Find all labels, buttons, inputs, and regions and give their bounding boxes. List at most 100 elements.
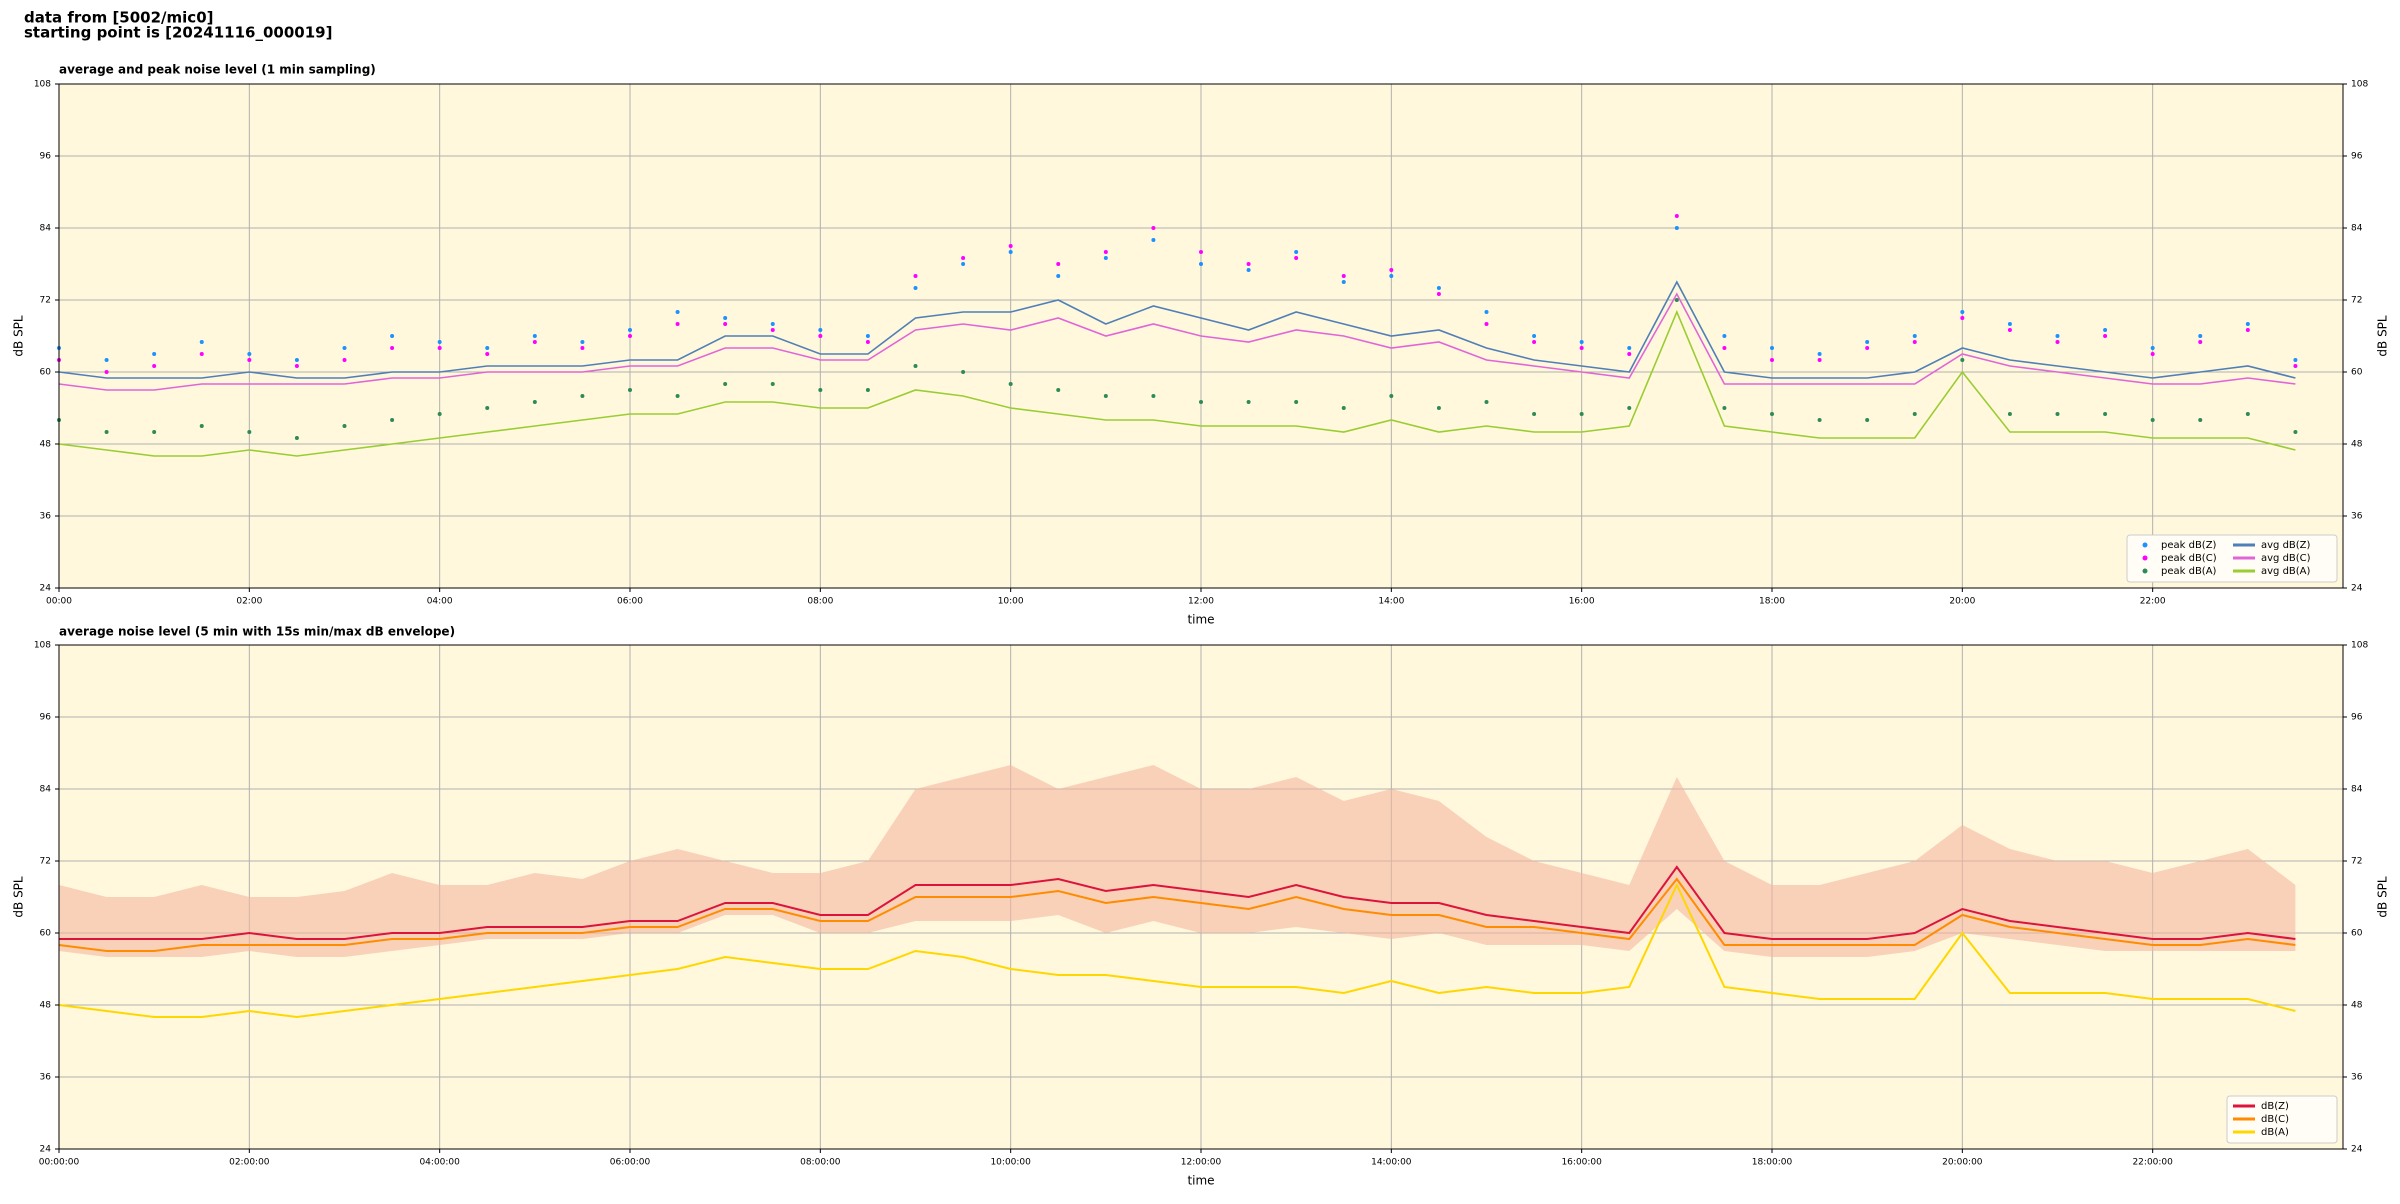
peak-point <box>2007 328 2012 332</box>
peak-point <box>1865 346 1870 350</box>
y-tick-label: 60 <box>2351 929 2363 939</box>
peak-point <box>485 406 490 410</box>
peak-point <box>1199 400 1203 404</box>
peak-point <box>961 262 966 266</box>
x-tick-label: 22:00 <box>2140 597 2166 607</box>
peak-point <box>1912 412 1917 416</box>
peak-point <box>104 370 109 374</box>
peak-point <box>152 364 157 368</box>
peak-point <box>1389 394 1394 398</box>
peak-point <box>723 322 728 326</box>
y-axis-label: dB SPL <box>2376 315 2390 357</box>
peak-point <box>865 334 870 338</box>
series-line <box>58 292 2296 391</box>
peak-point <box>1817 418 1822 422</box>
y-tick-label: 48 <box>40 1001 52 1011</box>
peak-point <box>342 424 347 428</box>
series-line <box>58 309 2296 457</box>
peak-point <box>390 418 395 422</box>
peak-point <box>628 328 632 332</box>
y-tick-label: 36 <box>2351 1073 2363 1083</box>
y-tick-label: 84 <box>2351 224 2363 234</box>
y-tick-label: 72 <box>40 857 51 867</box>
peak-point <box>913 286 918 290</box>
x-axis-label: time <box>1187 1174 1214 1188</box>
peak-point <box>2150 418 2155 422</box>
peak-point <box>818 334 823 338</box>
peak-point <box>1436 406 1441 410</box>
x-tick-label: 02:00:00 <box>229 1158 270 1168</box>
peak-point <box>152 430 157 434</box>
peak-point <box>1151 226 1156 230</box>
x-tick-label: 14:00 <box>1378 597 1404 607</box>
peak-point <box>1246 262 1251 266</box>
legend-label: dB(C) <box>2261 1114 2289 1125</box>
peak-point <box>628 334 632 338</box>
x-tick-label: 16:00 <box>1569 597 1595 607</box>
y-tick-label: 60 <box>40 929 52 939</box>
peak-point <box>247 352 252 356</box>
peak-point <box>104 358 109 362</box>
peak-point <box>294 436 299 440</box>
legend-label: peak dB(A) <box>2161 566 2217 577</box>
y-tick-label: 72 <box>2351 296 2362 306</box>
peak-point <box>342 358 347 362</box>
y-tick-label: 84 <box>40 224 52 234</box>
legend-marker <box>2142 555 2148 561</box>
peak-point <box>152 352 157 356</box>
peak-point <box>770 322 775 326</box>
peak-point <box>1770 358 1774 362</box>
peak-point <box>1627 406 1632 410</box>
peak-point <box>1912 334 1917 338</box>
peak-point <box>1294 400 1299 404</box>
y-tick-label: 24 <box>40 584 52 594</box>
peak-point <box>1341 280 1346 284</box>
peak-point <box>1532 412 1537 416</box>
peak-point <box>1246 400 1251 404</box>
peak-point <box>675 322 680 326</box>
peak-point <box>2245 322 2250 326</box>
y-tick-label: 72 <box>2351 857 2362 867</box>
peak-point <box>2055 334 2060 338</box>
peak-point <box>2150 352 2155 356</box>
peak-point <box>961 370 966 374</box>
y-axis-label: dB SPL <box>12 876 26 918</box>
peak-point <box>2103 412 2108 416</box>
y-tick-label: 36 <box>40 512 52 522</box>
peak-point <box>1532 334 1537 338</box>
peak-point <box>2007 322 2012 326</box>
y-tick-label: 96 <box>2351 152 2363 162</box>
peak-point <box>390 346 395 350</box>
peak-point <box>1912 340 1917 344</box>
peak-point <box>2293 430 2298 434</box>
peak-point <box>437 346 442 350</box>
peak-point <box>1056 262 1061 266</box>
peak-point <box>1865 418 1870 422</box>
legend-label: avg dB(A) <box>2261 566 2311 577</box>
peak-point <box>1199 250 1203 254</box>
y-axis-label: dB SPL <box>2376 876 2390 918</box>
y-tick-label: 24 <box>2351 584 2363 594</box>
peak-point <box>2198 340 2203 344</box>
peak-point <box>770 382 775 386</box>
peak-point <box>199 424 204 428</box>
x-tick-label: 22:00:00 <box>2132 1158 2173 1168</box>
peak-point <box>1008 250 1013 254</box>
x-tick-label: 12:00:00 <box>1181 1158 1222 1168</box>
peak-point <box>390 334 395 338</box>
peak-point <box>1484 310 1489 314</box>
peak-point <box>1722 334 1727 338</box>
peak-point <box>1579 340 1584 344</box>
y-tick-label: 96 <box>40 152 52 162</box>
peak-point <box>485 352 490 356</box>
peak-point <box>532 334 537 338</box>
peak-point <box>104 430 109 434</box>
peak-point <box>1151 238 1156 242</box>
peak-point <box>294 358 299 362</box>
y-tick-label: 96 <box>2351 713 2363 723</box>
peak-point <box>723 382 728 386</box>
peak-point <box>1341 406 1346 410</box>
y-tick-label: 96 <box>40 713 52 723</box>
peak-point <box>580 394 585 398</box>
